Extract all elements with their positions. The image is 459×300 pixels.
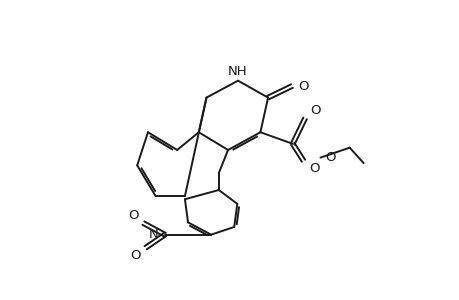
Text: O: O [130, 249, 141, 262]
Text: O: O [325, 151, 335, 164]
Text: O: O [308, 162, 319, 175]
Text: NH: NH [228, 65, 247, 78]
Text: O: O [128, 208, 139, 222]
Text: O: O [297, 80, 308, 92]
Text: N: N [149, 228, 158, 241]
Text: O: O [310, 104, 320, 117]
